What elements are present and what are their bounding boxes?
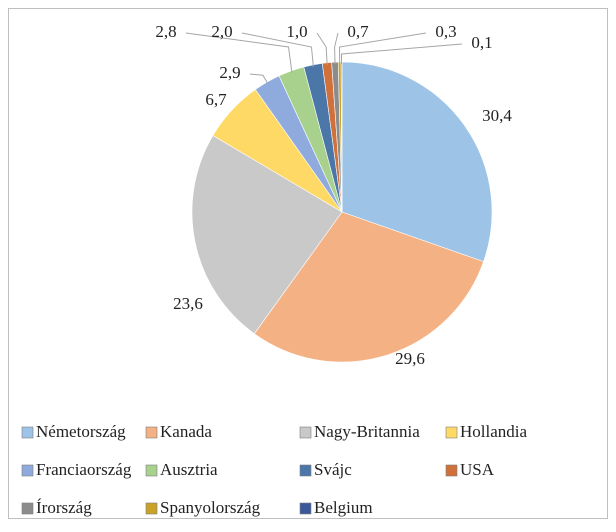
- legend-label: Németország: [36, 422, 126, 441]
- legend-label: Franciaország: [36, 460, 132, 479]
- data-label: 0,3: [435, 22, 456, 41]
- legend-swatch: [445, 464, 458, 477]
- data-label: 6,7: [205, 90, 227, 109]
- data-label: 0,7: [347, 22, 369, 41]
- legend-swatch: [21, 426, 34, 439]
- legend-swatch: [299, 502, 312, 515]
- data-label: 23,6: [173, 294, 203, 313]
- legend-swatch: [299, 464, 312, 477]
- legend-swatch: [21, 502, 34, 515]
- legend-swatch: [445, 426, 458, 439]
- leader-line: [241, 32, 314, 67]
- leader-line: [334, 32, 339, 65]
- data-label: 0,1: [471, 33, 492, 52]
- legend-label: Spanyolország: [160, 498, 261, 517]
- leader-line: [316, 32, 328, 65]
- legend-label: Nagy-Britannia: [314, 422, 420, 441]
- pie-slice: [253, 211, 484, 363]
- legend-label: Belgium: [314, 498, 373, 517]
- legend-label: Svájc: [314, 460, 352, 479]
- leader-line: [185, 32, 293, 73]
- pie-slice: [191, 135, 343, 335]
- legend-label: Ausztria: [160, 460, 218, 479]
- leader-line: [339, 32, 427, 65]
- legend-swatch: [299, 426, 312, 439]
- legend-label: Kanada: [160, 422, 212, 441]
- legend-swatch: [145, 464, 158, 477]
- legend-label: USA: [460, 460, 495, 479]
- data-label: 2,0: [211, 22, 232, 41]
- legend-label: Hollandia: [460, 422, 527, 441]
- legend-swatch: [21, 464, 34, 477]
- data-label: 2,9: [219, 63, 240, 82]
- legend-label: Írország: [36, 498, 92, 517]
- data-label: 29,6: [395, 349, 425, 368]
- leader-line: [249, 73, 269, 85]
- legend-swatch: [145, 502, 158, 515]
- leader-line: [341, 43, 463, 65]
- legend-swatch: [145, 426, 158, 439]
- pie-slice: [341, 61, 493, 263]
- data-label: 30,4: [482, 106, 512, 125]
- data-label: 1,0: [286, 22, 307, 41]
- data-label: 2,8: [155, 22, 176, 41]
